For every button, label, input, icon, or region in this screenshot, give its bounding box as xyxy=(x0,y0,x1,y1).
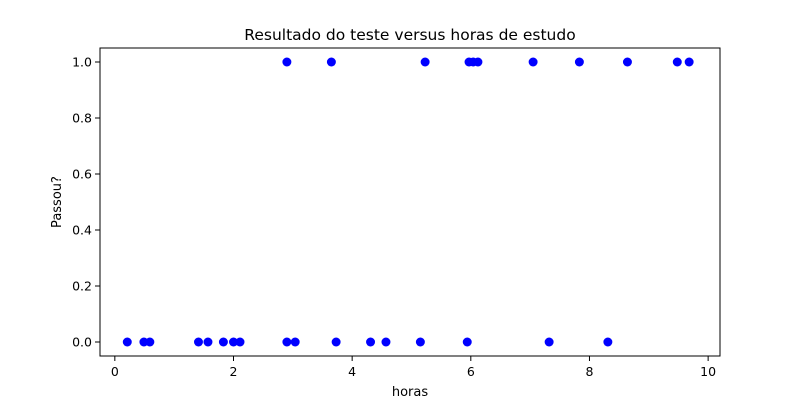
data-point-24 xyxy=(574,57,584,67)
x-tick-label: 10 xyxy=(700,364,716,379)
x-tick-label: 8 xyxy=(585,364,593,379)
plot-area xyxy=(122,57,694,347)
data-point-17 xyxy=(282,57,292,67)
data-point-18 xyxy=(326,57,336,67)
data-point-22 xyxy=(473,57,483,67)
data-point-7 xyxy=(235,337,245,347)
y-tick-label: 0.6 xyxy=(72,167,92,182)
data-point-27 xyxy=(684,57,694,67)
y-tick-label: 1.0 xyxy=(72,55,92,70)
data-point-0 xyxy=(122,337,132,347)
data-point-16 xyxy=(603,337,613,347)
data-point-14 xyxy=(462,337,472,347)
data-point-3 xyxy=(193,337,203,347)
data-point-15 xyxy=(544,337,554,347)
x-tick-label: 6 xyxy=(467,364,475,379)
data-point-23 xyxy=(528,57,538,67)
x-tick-label: 0 xyxy=(111,364,119,379)
data-point-25 xyxy=(622,57,632,67)
data-point-13 xyxy=(415,337,425,347)
data-point-11 xyxy=(366,337,376,347)
data-point-4 xyxy=(203,337,213,347)
data-point-8 xyxy=(282,337,292,347)
y-tick-label: 0.8 xyxy=(72,111,92,126)
data-point-6 xyxy=(228,337,238,347)
x-tick-label: 2 xyxy=(230,364,238,379)
data-point-9 xyxy=(290,337,300,347)
y-axis-label: Passou? xyxy=(50,176,65,228)
data-point-10 xyxy=(331,337,341,347)
data-point-5 xyxy=(218,337,228,347)
x-axis: 0 2 4 6 8 10 xyxy=(111,356,716,379)
y-tick-label: 0.4 xyxy=(72,223,92,238)
y-tick-label: 0.0 xyxy=(72,335,92,350)
x-axis-label: horas xyxy=(392,385,429,400)
x-tick-label: 4 xyxy=(348,364,356,379)
y-axis: 0.0 0.2 0.4 0.6 0.8 1.0 xyxy=(72,55,100,350)
data-point-12 xyxy=(381,337,391,347)
data-point-2 xyxy=(145,337,155,347)
chart-title: Resultado do teste versus horas de estud… xyxy=(244,26,575,44)
data-point-19 xyxy=(420,57,430,67)
data-point-26 xyxy=(672,57,682,67)
plot-frame xyxy=(99,47,721,357)
y-tick-label: 0.2 xyxy=(72,279,92,294)
